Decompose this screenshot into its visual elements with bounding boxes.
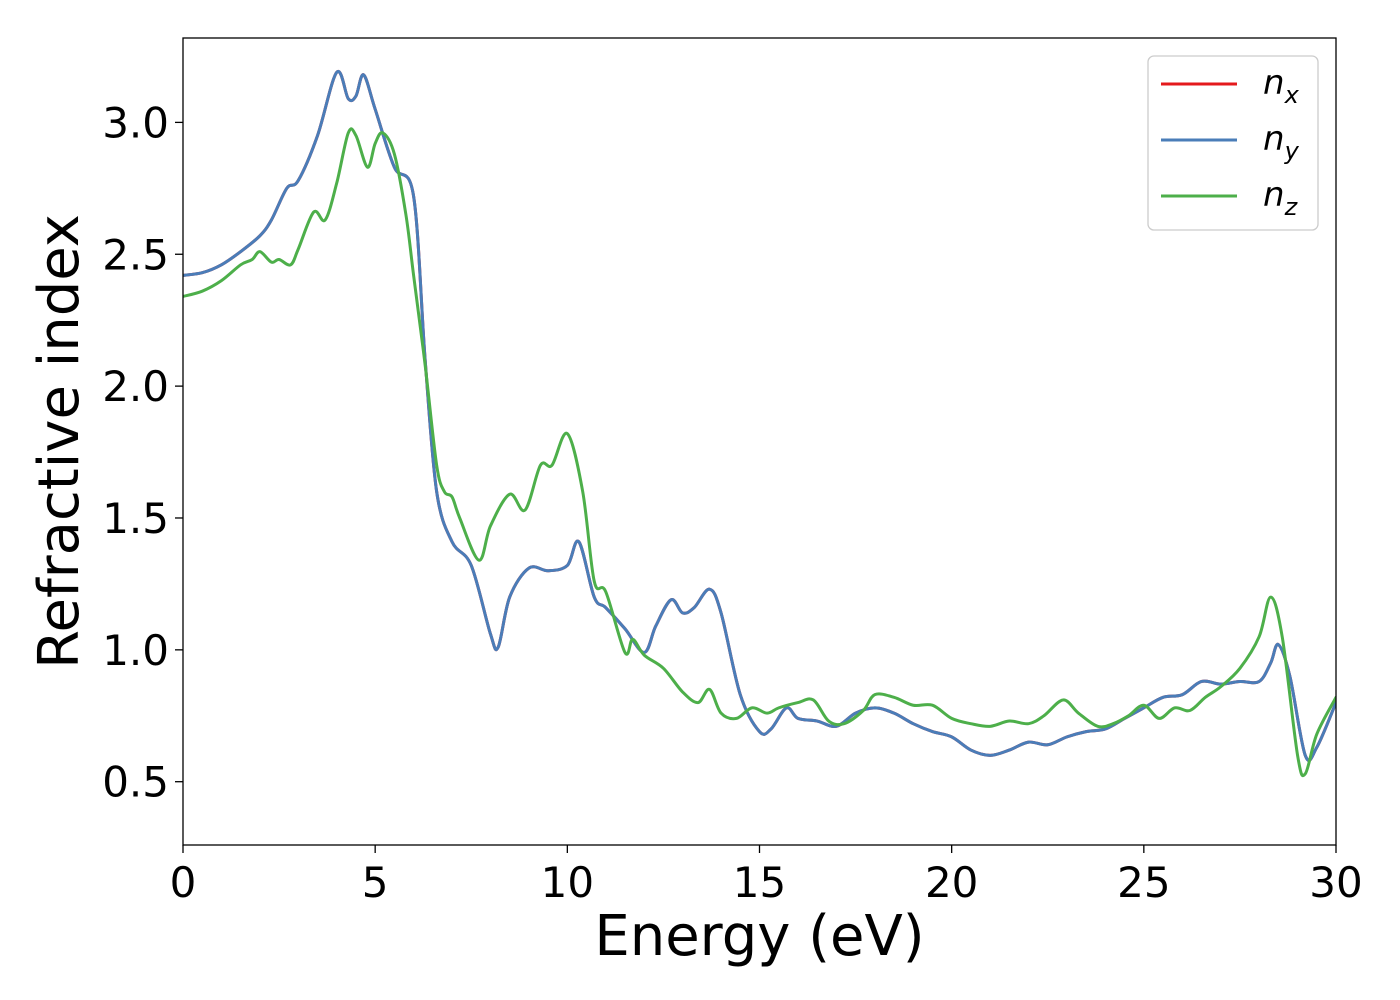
y-tick-label: 2.0: [102, 362, 169, 411]
legend-label-subscript: x: [1284, 81, 1300, 109]
series-line-n-z: [183, 127, 1336, 778]
legend-box: [1147, 55, 1319, 231]
y-tick-label: 1.0: [102, 626, 169, 675]
legend-label-n-x: nx: [1263, 63, 1300, 109]
y-axis-ticks: 0.5 1.0 1.5 2.0 2.5 3.0: [102, 98, 183, 807]
legend-label-subscript: y: [1284, 137, 1300, 165]
x-tick-label: 10: [541, 858, 594, 907]
y-tick-label: 1.5: [102, 494, 169, 543]
x-tick-label: 15: [733, 858, 786, 907]
x-axis-ticks: 0 5 10 15 20 25 30: [170, 845, 1363, 907]
x-tick-label: 0: [170, 858, 197, 907]
series-lines: [183, 69, 1336, 778]
x-axis-label: Energy (eV): [594, 904, 924, 969]
x-tick-label: 20: [925, 858, 978, 907]
x-tick-label: 25: [1117, 858, 1170, 907]
y-tick-label: 0.5: [102, 758, 169, 807]
y-axis-label: Refractive index: [27, 214, 92, 669]
legend-label-subscript: z: [1284, 193, 1299, 221]
legend-label-base: n: [1263, 175, 1285, 215]
y-tick-label: 2.5: [102, 230, 169, 279]
x-tick-label: 5: [362, 858, 389, 907]
legend-label-base: n: [1263, 63, 1285, 103]
legend-label-base: n: [1263, 119, 1285, 159]
legend-label-n-z: nz: [1263, 175, 1299, 221]
legend-label-n-y: ny: [1263, 119, 1300, 165]
series-line-n-y: [183, 69, 1336, 762]
y-tick-label: 3.0: [102, 98, 169, 147]
x-tick-label: 30: [1309, 858, 1362, 907]
